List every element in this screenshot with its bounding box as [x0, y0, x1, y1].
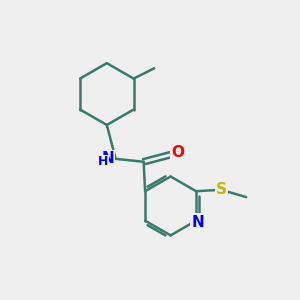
Text: S: S — [216, 182, 227, 197]
Text: N: N — [191, 214, 204, 230]
Text: O: O — [172, 146, 184, 160]
Text: H: H — [98, 155, 109, 168]
Text: N: N — [101, 151, 114, 166]
